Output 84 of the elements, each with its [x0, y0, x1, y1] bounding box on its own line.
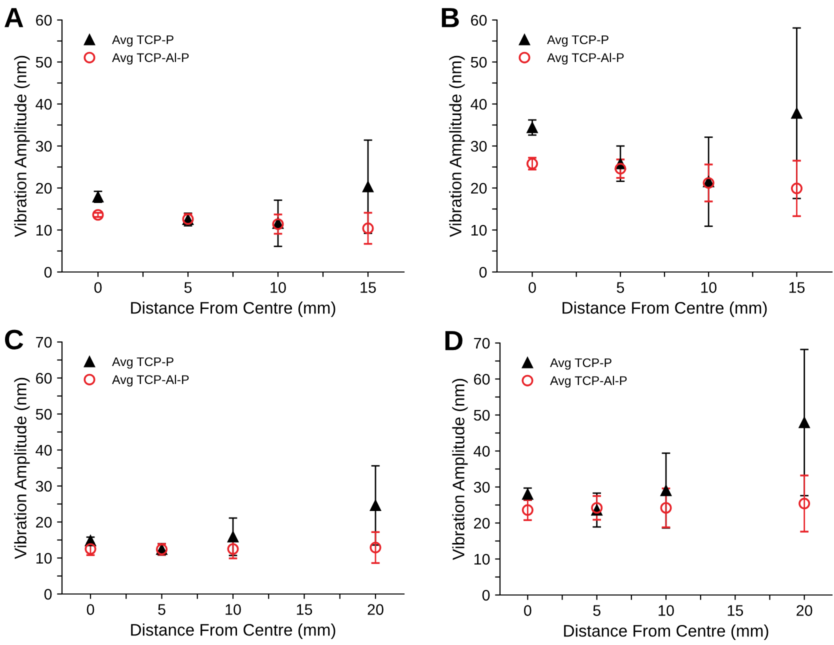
chart-title: D [445, 331, 462, 350]
x-tick-label: 15 [789, 282, 805, 293]
y-tick-label: 40 [474, 446, 490, 457]
y-tick-label: 60 [36, 14, 52, 26]
point [614, 162, 626, 174]
point [798, 498, 810, 510]
y-axis-title: Vibration Amplitude (nm) [449, 56, 465, 238]
legend-label: Avg TCP-P [547, 35, 608, 47]
y-tick-label: 10 [474, 554, 490, 565]
y-tick-label: 60 [471, 14, 487, 26]
y-tick-label: 0 [44, 266, 52, 278]
x-tick-label: 5 [158, 604, 166, 615]
x-tick-label: 5 [616, 282, 624, 293]
x-axis-title: Distance From Centre (mm) [564, 624, 768, 640]
y-tick-label: 10 [471, 224, 487, 236]
y-tick-label: 20 [36, 516, 52, 528]
legend-label: Avg TCP-P [112, 35, 174, 47]
y-axis-title: Vibration Amplitude (nm) [452, 378, 468, 560]
y-tick-label: 30 [36, 480, 52, 492]
y-tick-label: 70 [36, 336, 52, 348]
point [791, 108, 802, 119]
x-tick-label: 5 [184, 282, 192, 293]
point [790, 182, 803, 194]
x-tick-label: 0 [86, 604, 94, 615]
x-tick-label: 15 [296, 604, 312, 615]
point [526, 122, 538, 134]
x-tick-label: 15 [728, 605, 744, 616]
x-tick-label: 20 [368, 604, 384, 615]
point [92, 209, 104, 221]
point [362, 222, 374, 234]
x-axis-title: Distance From Centre (mm) [131, 624, 336, 640]
y-tick-label: 30 [36, 140, 52, 152]
x-tick-label: 15 [360, 282, 376, 293]
point [660, 502, 672, 514]
x-axis-title: Distance From Centre (mm) [562, 302, 767, 318]
y-tick-label: 10 [36, 224, 52, 236]
y-tick-label: 10 [36, 552, 52, 564]
y-tick-label: 40 [36, 444, 52, 456]
y-tick-label: 30 [470, 140, 487, 152]
point [660, 485, 672, 496]
x-tick-label: 10 [658, 605, 674, 616]
chart-title: A [4, 8, 24, 28]
x-tick-label: 10 [270, 282, 286, 293]
y-tick-label: 50 [474, 410, 490, 421]
x-tick-label: 20 [796, 605, 812, 616]
y-tick-label: 50 [470, 56, 487, 68]
point [370, 500, 382, 511]
y-tick-label: 0 [44, 588, 52, 600]
y-tick-label: 40 [36, 98, 52, 110]
chart-title: B [442, 8, 459, 28]
x-tick-label: 10 [701, 282, 716, 293]
legend-label: Avg TCP-P [112, 357, 174, 369]
x-tick-label: 0 [524, 605, 532, 616]
y-tick-label: 50 [36, 408, 52, 420]
y-axis-title: Vibration Amplitude (nm) [14, 56, 30, 238]
x-axis-title: Distance From Centre (mm) [131, 302, 336, 318]
point [227, 531, 239, 542]
x-tick-label: 0 [528, 282, 536, 293]
y-tick-label: 50 [36, 56, 52, 68]
point [227, 543, 239, 555]
y-tick-label: 20 [471, 182, 487, 194]
x-tick-label: 0 [94, 282, 102, 293]
legend-label: Avg TCP-Al-P [112, 52, 189, 65]
y-tick-label: 0 [482, 590, 490, 601]
legend-label: Avg TCP-Al-P [112, 374, 189, 387]
y-tick-label: 0 [479, 266, 487, 278]
x-tick-label: 5 [593, 605, 600, 616]
y-tick-label: 40 [470, 98, 487, 110]
point [798, 417, 810, 428]
legend-label: Avg TCP-Al-P [550, 376, 627, 388]
point [522, 504, 534, 516]
chart-title: C [5, 330, 24, 350]
y-axis-title: Vibration Amplitude (nm) [14, 378, 30, 560]
point [370, 542, 382, 554]
x-tick-label: 10 [226, 604, 241, 615]
y-tick-label: 70 [474, 338, 490, 349]
legend-label: Avg TCP-P [550, 358, 612, 370]
y-tick-label: 20 [474, 518, 490, 529]
legend-label: Avg TCP-Al-P [547, 52, 624, 65]
y-tick-label: 20 [36, 182, 52, 194]
y-tick-label: 30 [474, 482, 490, 493]
y-tick-label: 60 [474, 374, 490, 385]
y-tick-label: 60 [36, 372, 52, 384]
point [362, 181, 374, 192]
